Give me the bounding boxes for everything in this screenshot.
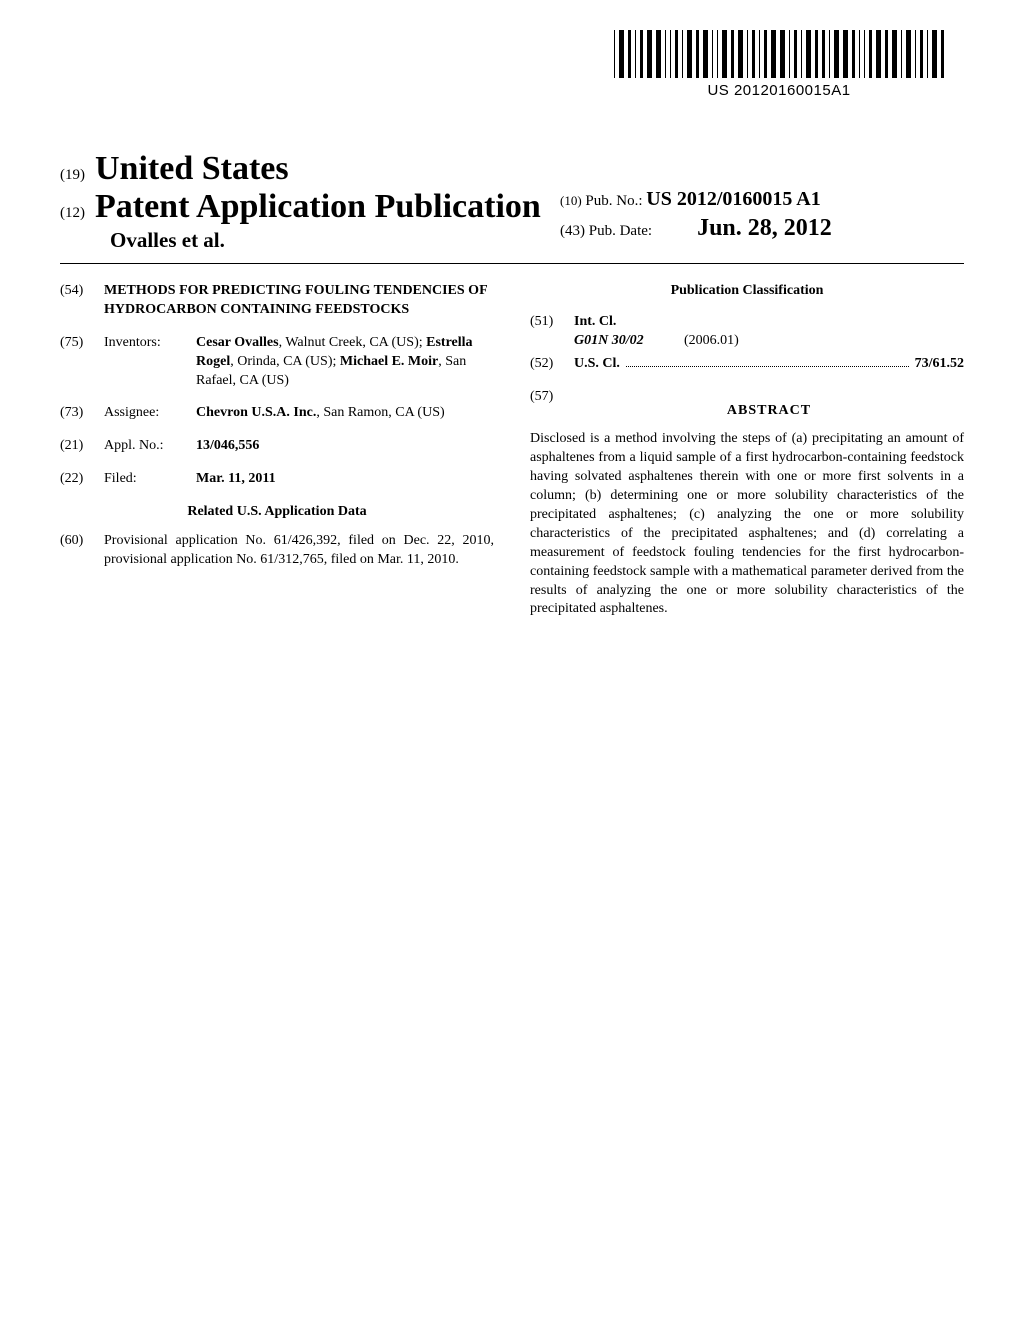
uscl-label: U.S. Cl. bbox=[574, 355, 620, 374]
barcode-label: US 20120160015A1 bbox=[614, 82, 944, 99]
num-52: (52) bbox=[530, 355, 574, 374]
num-12: (12) bbox=[60, 205, 85, 221]
num-51: (51) bbox=[530, 313, 574, 351]
field-title: (54) METHODS FOR PREDICTING FOULING TEND… bbox=[60, 282, 494, 320]
pubdate-label: Pub. Date: bbox=[589, 223, 652, 239]
num-22: (22) bbox=[60, 470, 104, 489]
pubclass-heading: Publication Classification bbox=[530, 282, 964, 301]
abstract-heading: ABSTRACT bbox=[574, 402, 964, 421]
field-assignee: (73) Assignee: Chevron U.S.A. Inc., San … bbox=[60, 404, 494, 423]
inventor-loc: , Orinda, CA (US); bbox=[230, 354, 340, 369]
barcode-icon bbox=[614, 30, 944, 78]
right-header: (10) Pub. No.: US 2012/0160015 A1 (43) P… bbox=[560, 188, 832, 242]
inventor-name: Michael E. Moir bbox=[340, 354, 438, 369]
num-54: (54) bbox=[60, 282, 104, 320]
pubno-label: Pub. No.: bbox=[585, 193, 642, 209]
num-21: (21) bbox=[60, 437, 104, 456]
field-applno: (21) Appl. No.: 13/046,556 bbox=[60, 437, 494, 456]
uscl-value: 73/61.52 bbox=[915, 355, 964, 374]
invention-title: METHODS FOR PREDICTING FOULING TENDENCIE… bbox=[104, 282, 494, 320]
filed-label: Filed: bbox=[104, 470, 196, 489]
num-19: (19) bbox=[60, 167, 85, 183]
field-intcl: (51) Int. Cl. G01N 30/02 (2006.01) bbox=[530, 313, 964, 351]
body-columns: (54) METHODS FOR PREDICTING FOULING TEND… bbox=[60, 282, 964, 619]
divider bbox=[60, 263, 964, 264]
num-43: (43) bbox=[560, 223, 585, 239]
assignee-loc: , San Ramon, CA (US) bbox=[316, 405, 444, 420]
num-60: (60) bbox=[60, 532, 104, 570]
field-provisional: (60) Provisional application No. 61/426,… bbox=[60, 532, 494, 570]
field-uscl: (52) U.S. Cl. 73/61.52 bbox=[530, 355, 964, 374]
dots-leader bbox=[626, 357, 909, 367]
applno-label: Appl. No.: bbox=[104, 437, 196, 456]
assignee-name: Chevron U.S.A. Inc. bbox=[196, 405, 316, 420]
abstract-text: Disclosed is a method involving the step… bbox=[530, 430, 964, 619]
publication-date: Jun. 28, 2012 bbox=[697, 215, 832, 241]
num-73: (73) bbox=[60, 404, 104, 423]
num-10: (10) bbox=[560, 193, 582, 208]
left-column: (54) METHODS FOR PREDICTING FOULING TEND… bbox=[60, 282, 494, 619]
num-57: (57) bbox=[530, 388, 574, 431]
inventor-name: Cesar Ovalles bbox=[196, 335, 279, 350]
provisional-text: Provisional application No. 61/426,392, … bbox=[104, 532, 494, 570]
filed-date: Mar. 11, 2011 bbox=[196, 470, 494, 489]
right-column: Publication Classification (51) Int. Cl.… bbox=[530, 282, 964, 619]
assignee-value: Chevron U.S.A. Inc., San Ramon, CA (US) bbox=[196, 404, 494, 423]
field-filed: (22) Filed: Mar. 11, 2011 bbox=[60, 470, 494, 489]
barcode-block: US 20120160015A1 bbox=[614, 30, 944, 99]
inventors-value: Cesar Ovalles, Walnut Creek, CA (US); Es… bbox=[196, 334, 494, 391]
intcl-year: (2006.01) bbox=[684, 332, 739, 351]
authors-line: Ovalles et al. bbox=[110, 228, 964, 253]
intcl-code: G01N 30/02 bbox=[574, 332, 684, 351]
field-abstract-heading: (57) ABSTRACT bbox=[530, 388, 964, 431]
publication-number: US 2012/0160015 A1 bbox=[646, 188, 820, 210]
country-name: United States bbox=[95, 150, 289, 187]
assignee-label: Assignee: bbox=[104, 404, 196, 423]
publication-type: Patent Application Publication bbox=[95, 188, 541, 225]
num-75: (75) bbox=[60, 334, 104, 391]
related-heading: Related U.S. Application Data bbox=[60, 503, 494, 522]
application-number: 13/046,556 bbox=[196, 437, 494, 456]
inventor-loc: , Walnut Creek, CA (US); bbox=[279, 335, 427, 350]
field-inventors: (75) Inventors: Cesar Ovalles, Walnut Cr… bbox=[60, 334, 494, 391]
intcl-label: Int. Cl. bbox=[574, 313, 964, 332]
inventors-label: Inventors: bbox=[104, 334, 196, 391]
